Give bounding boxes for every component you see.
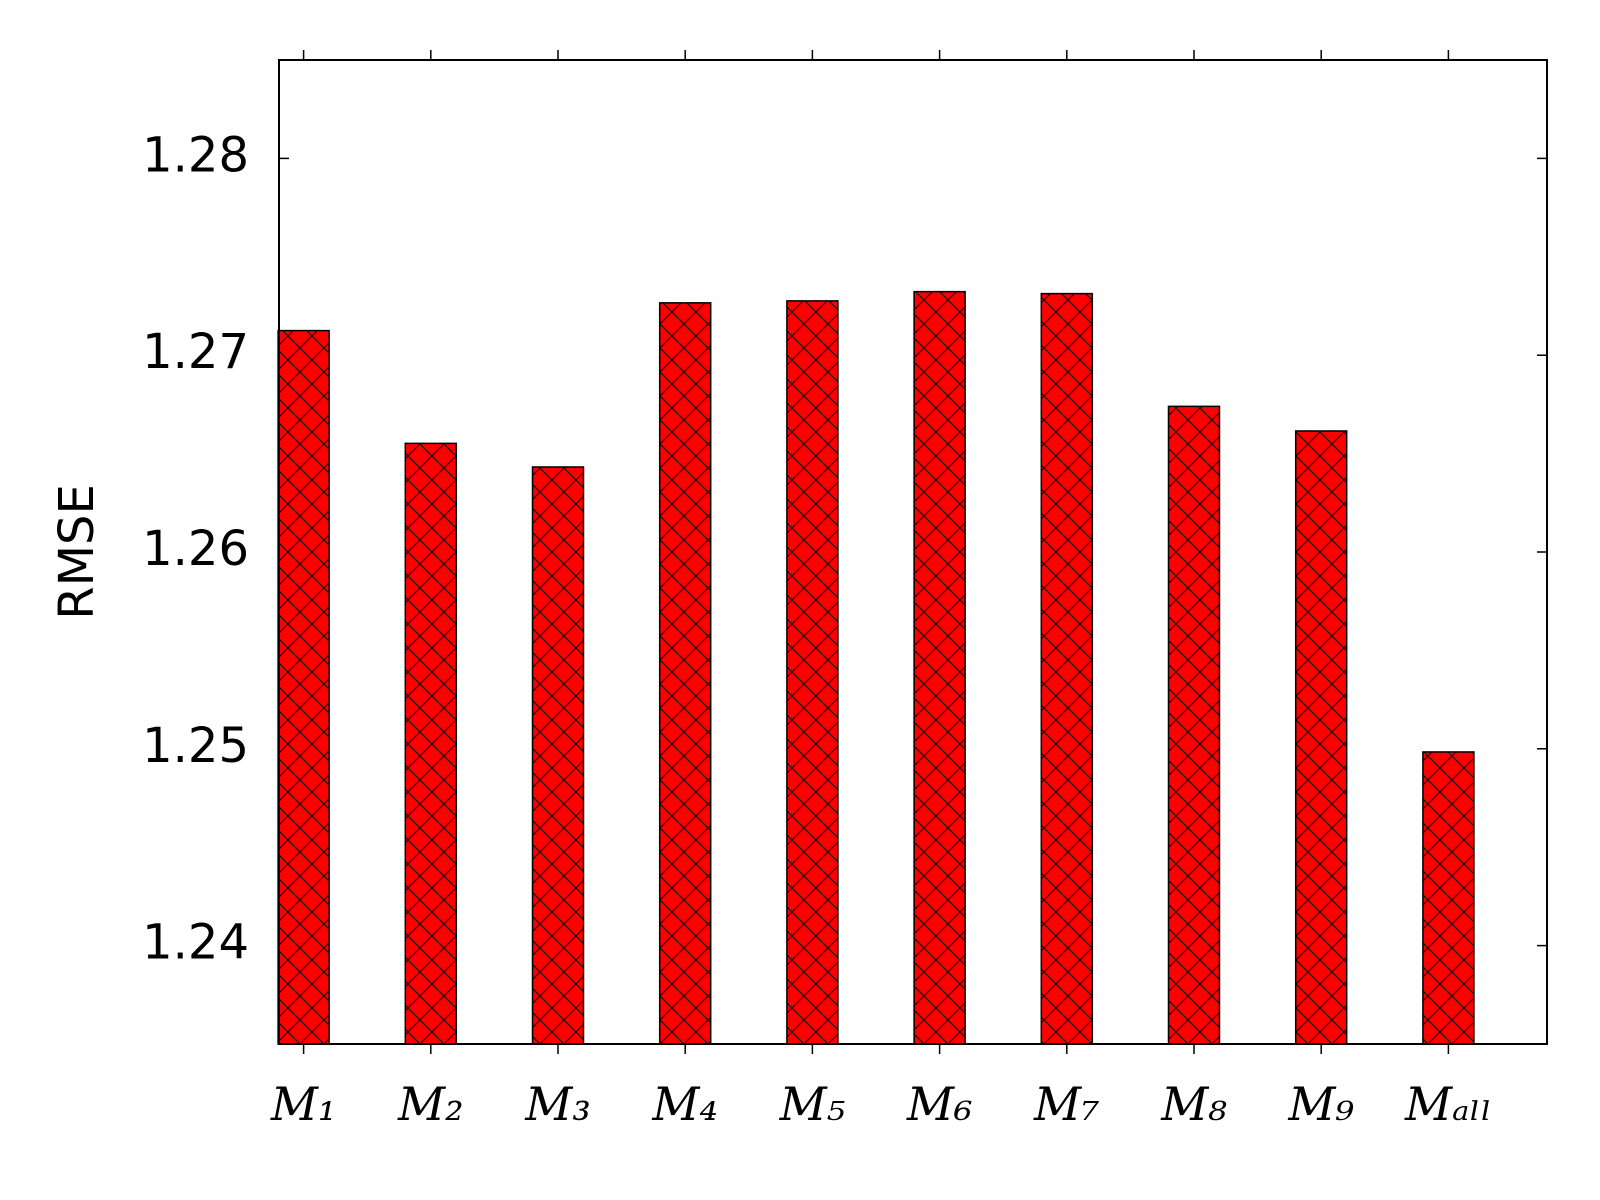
plot-frame — [278, 59, 1548, 1045]
x-tick-label: M₁ — [270, 1077, 337, 1131]
x-tick-label: M₆ — [906, 1077, 973, 1131]
x-tick-label: M₃ — [524, 1077, 591, 1131]
y-tick-label: 1.27 — [142, 324, 249, 380]
x-tick-label: M₄ — [651, 1077, 718, 1131]
x-tick-label: Mₐₗₗ — [1404, 1077, 1492, 1131]
y-tick-label: 1.25 — [142, 718, 249, 774]
bar-hatch — [1422, 751, 1474, 1044]
bar-hatch — [278, 330, 330, 1045]
bar-hatch — [1295, 430, 1347, 1044]
x-tick-label: M₂ — [397, 1077, 464, 1131]
bar-hatch — [786, 300, 838, 1045]
x-tick-label: M₅ — [779, 1077, 846, 1131]
bar-hatch — [914, 291, 966, 1044]
x-tick-label: M₈ — [1160, 1077, 1227, 1131]
x-tick-label: M₉ — [1287, 1077, 1354, 1131]
bar-hatch — [532, 466, 584, 1044]
bar-hatch — [659, 302, 711, 1044]
y-tick-label: 1.24 — [142, 915, 249, 971]
bar-hatch — [1041, 293, 1093, 1045]
x-tick-label: M₇ — [1033, 1077, 1100, 1131]
bar-hatch — [1168, 406, 1220, 1044]
y-tick-label: 1.28 — [142, 127, 249, 183]
y-tick-label: 1.26 — [142, 521, 249, 577]
bar-hatch — [405, 443, 457, 1044]
y-axis-label: RMSE — [49, 484, 105, 620]
